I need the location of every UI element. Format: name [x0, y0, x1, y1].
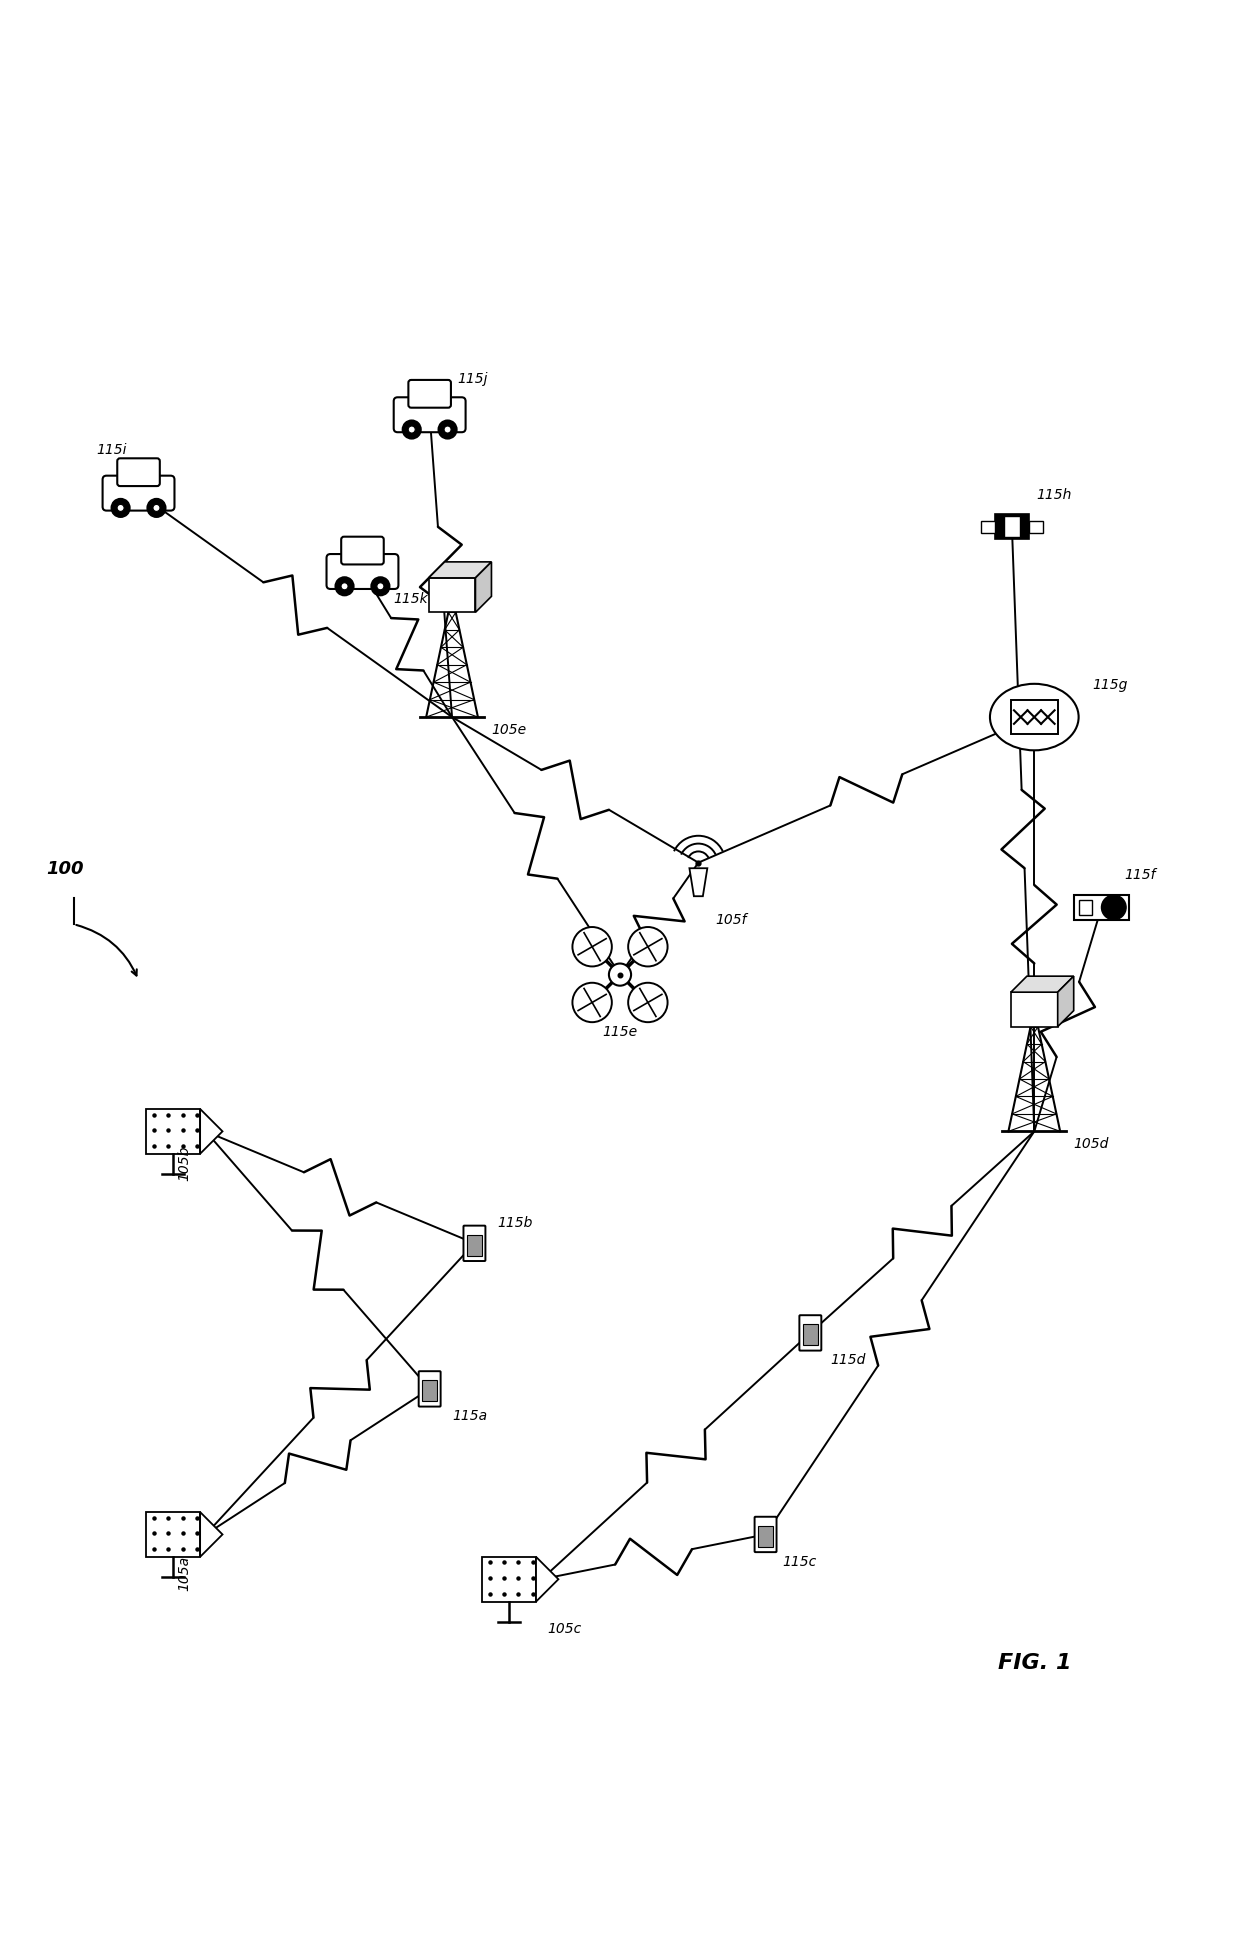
Bar — [429, 578, 475, 612]
Text: 115e: 115e — [603, 1025, 637, 1039]
Polygon shape — [200, 1512, 222, 1556]
FancyBboxPatch shape — [464, 1225, 485, 1262]
Text: 115d: 115d — [831, 1353, 866, 1366]
Bar — [1029, 521, 1043, 533]
Circle shape — [629, 983, 667, 1021]
Ellipse shape — [990, 684, 1079, 750]
Text: 115j: 115j — [458, 372, 489, 386]
Text: 115b: 115b — [497, 1215, 532, 1229]
FancyBboxPatch shape — [103, 475, 175, 510]
Bar — [146, 1109, 200, 1153]
Text: 115f: 115f — [1123, 868, 1156, 882]
Bar — [1011, 992, 1058, 1027]
Polygon shape — [689, 868, 707, 895]
Bar — [758, 1525, 774, 1547]
Text: 105b: 105b — [177, 1145, 192, 1182]
Circle shape — [153, 504, 160, 512]
Bar — [422, 1380, 438, 1401]
Circle shape — [629, 926, 667, 967]
Circle shape — [1101, 895, 1126, 921]
Circle shape — [403, 421, 420, 438]
Circle shape — [573, 926, 611, 967]
FancyBboxPatch shape — [800, 1316, 821, 1351]
Text: 115a: 115a — [453, 1409, 487, 1422]
FancyBboxPatch shape — [326, 554, 398, 589]
Bar — [1011, 700, 1058, 735]
Circle shape — [573, 983, 611, 1021]
Bar — [146, 1512, 200, 1556]
Circle shape — [371, 578, 389, 595]
Bar — [802, 1324, 818, 1345]
Bar — [482, 1556, 536, 1601]
Polygon shape — [1058, 977, 1074, 1027]
Polygon shape — [536, 1556, 558, 1601]
FancyBboxPatch shape — [341, 537, 383, 564]
Circle shape — [335, 578, 353, 595]
Circle shape — [377, 583, 384, 589]
Polygon shape — [429, 562, 491, 578]
Text: FIG. 1: FIG. 1 — [997, 1653, 1071, 1672]
Polygon shape — [475, 562, 491, 612]
FancyBboxPatch shape — [394, 397, 465, 432]
Polygon shape — [1011, 977, 1074, 992]
Circle shape — [148, 498, 166, 517]
Text: 105a: 105a — [177, 1556, 192, 1591]
Text: 105d: 105d — [1074, 1138, 1109, 1151]
Circle shape — [439, 421, 456, 438]
Text: 105f: 105f — [715, 913, 746, 926]
Text: 105c: 105c — [547, 1622, 582, 1636]
Text: 115g: 115g — [1092, 678, 1128, 692]
Circle shape — [408, 426, 415, 432]
Text: 100: 100 — [47, 860, 84, 878]
FancyBboxPatch shape — [419, 1372, 440, 1407]
Text: 115h: 115h — [1037, 488, 1071, 502]
Bar — [981, 521, 994, 533]
Text: 115k: 115k — [394, 591, 429, 607]
Text: 105e: 105e — [491, 723, 526, 736]
Circle shape — [341, 583, 348, 589]
Text: 115c: 115c — [782, 1554, 817, 1568]
Bar — [994, 514, 1029, 539]
Text: 115i: 115i — [95, 444, 126, 457]
Circle shape — [117, 504, 124, 512]
Bar — [1079, 899, 1091, 915]
FancyBboxPatch shape — [408, 380, 451, 407]
Circle shape — [112, 498, 130, 517]
Polygon shape — [200, 1109, 222, 1153]
Bar — [1004, 516, 1019, 537]
FancyBboxPatch shape — [755, 1517, 776, 1552]
Circle shape — [444, 426, 451, 432]
Bar — [466, 1235, 482, 1256]
FancyBboxPatch shape — [118, 457, 160, 486]
Circle shape — [609, 963, 631, 986]
Bar — [1074, 895, 1128, 921]
